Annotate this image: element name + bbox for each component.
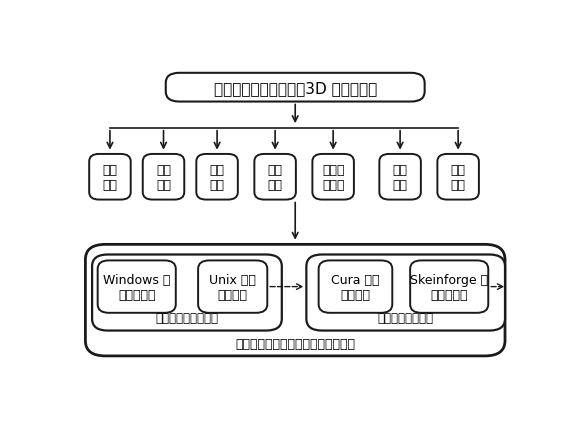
- Text: Unix 操作
系统模块: Unix 操作 系统模块: [209, 273, 256, 301]
- FancyBboxPatch shape: [198, 261, 267, 313]
- Text: 计算机操作系统模块: 计算机操作系统模块: [156, 312, 218, 325]
- Text: 成型
模块: 成型 模块: [210, 163, 225, 191]
- FancyBboxPatch shape: [89, 155, 131, 200]
- FancyBboxPatch shape: [380, 155, 421, 200]
- Text: 专用操作系统模块: 专用操作系统模块: [378, 312, 434, 325]
- FancyBboxPatch shape: [312, 155, 354, 200]
- FancyBboxPatch shape: [196, 155, 238, 200]
- Text: Windows 操
作系统模块: Windows 操 作系统模块: [103, 273, 170, 301]
- Text: 存储
模块: 存储 模块: [450, 163, 465, 191]
- Text: 多个操作系统模块可并存且可构成组: 多个操作系统模块可并存且可构成组: [235, 337, 355, 350]
- FancyBboxPatch shape: [166, 74, 425, 102]
- FancyBboxPatch shape: [98, 261, 176, 313]
- FancyBboxPatch shape: [143, 155, 184, 200]
- Text: 机械
模块: 机械 模块: [268, 163, 283, 191]
- FancyBboxPatch shape: [92, 255, 282, 331]
- FancyBboxPatch shape: [85, 245, 505, 356]
- Text: 控制
模块: 控制 模块: [103, 163, 118, 191]
- Text: 存储
模块: 存储 模块: [393, 163, 408, 191]
- Text: 电路
模块: 电路 模块: [156, 163, 171, 191]
- FancyBboxPatch shape: [255, 155, 296, 200]
- Text: 设置有操作系统模块的3D 快速成型机: 设置有操作系统模块的3D 快速成型机: [214, 81, 377, 95]
- Text: Skeinforge 操
作系统模块: Skeinforge 操 作系统模块: [410, 273, 488, 301]
- Text: Cura 操作
系统模块: Cura 操作 系统模块: [331, 273, 380, 301]
- FancyBboxPatch shape: [410, 261, 488, 313]
- FancyBboxPatch shape: [306, 255, 505, 331]
- FancyBboxPatch shape: [437, 155, 479, 200]
- Text: 耗材介
质模块: 耗材介 质模块: [322, 163, 344, 191]
- FancyBboxPatch shape: [319, 261, 392, 313]
